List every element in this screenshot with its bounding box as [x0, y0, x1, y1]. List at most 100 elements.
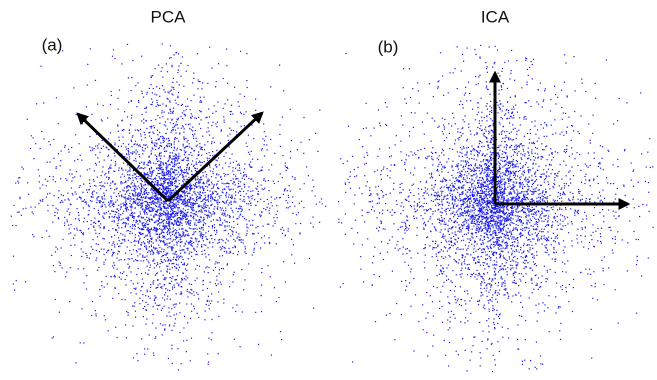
scatter-dot: [227, 204, 229, 206]
scatter-dot: [189, 224, 191, 226]
scatter-dot: [166, 187, 168, 189]
scatter-dot: [589, 139, 591, 141]
scatter-dot: [211, 67, 213, 69]
scatter-dot: [505, 182, 507, 184]
scatter-dot: [543, 265, 545, 267]
scatter-dot: [159, 197, 161, 199]
scatter-dot: [201, 244, 203, 246]
scatter-dot: [118, 216, 120, 218]
scatter-dot: [518, 273, 520, 275]
scatter-dot: [230, 207, 232, 209]
scatter-dot: [171, 158, 173, 160]
scatter-dot: [146, 203, 148, 205]
scatter-dot: [130, 100, 132, 102]
scatter-dot: [150, 167, 153, 169]
scatter-dot: [482, 179, 484, 181]
scatter-dot: [192, 217, 194, 219]
scatter-dot: [477, 261, 480, 263]
scatter-dot: [501, 153, 503, 155]
scatter-dot: [201, 250, 203, 252]
scatter-dot: [126, 207, 128, 209]
scatter-dot: [168, 233, 170, 235]
scatter-dot: [176, 282, 178, 284]
scatter-dot: [208, 130, 210, 132]
scatter-dot: [152, 253, 154, 255]
scatter-dot: [183, 249, 185, 251]
scatter-dot: [566, 126, 568, 128]
scatter-dot: [540, 238, 543, 240]
scatter-dot: [421, 205, 423, 207]
scatter-dot: [190, 283, 193, 286]
scatter-dot: [510, 155, 512, 158]
scatter-dot: [508, 132, 510, 134]
scatter-dot: [172, 211, 174, 213]
scatter-dot: [165, 132, 167, 134]
scatter-dot: [152, 306, 154, 308]
scatter-dot: [473, 248, 475, 250]
scatter-dot: [205, 210, 207, 212]
scatter-dot: [165, 105, 167, 107]
scatter-dot: [165, 216, 167, 218]
scatter-dot: [166, 144, 168, 146]
scatter-dot: [57, 248, 59, 250]
scatter-dot: [449, 209, 451, 211]
scatter-dot: [291, 176, 294, 178]
scatter-dot: [122, 223, 124, 225]
scatter-dot: [173, 215, 175, 218]
scatter-dot: [197, 241, 199, 243]
scatter-dot: [166, 252, 168, 254]
scatter-dot: [229, 111, 231, 113]
scatter-dot: [235, 207, 237, 209]
scatter-dot: [106, 147, 108, 149]
scatter-dot: [164, 201, 166, 203]
scatter-dot: [233, 227, 235, 229]
scatter-dot: [103, 159, 105, 161]
scatter-dot: [168, 311, 170, 313]
scatter-dot: [175, 164, 177, 166]
scatter-dot: [143, 144, 145, 146]
scatter-dot: [159, 104, 161, 106]
scatter-dot: [552, 221, 554, 223]
scatter-dot: [183, 193, 186, 195]
scatter-dot: [182, 208, 184, 210]
scatter-dot: [176, 213, 178, 215]
scatter-dot: [111, 210, 113, 212]
scatter-dot: [626, 270, 628, 272]
scatter-dot: [169, 203, 171, 205]
scatter-dot: [129, 258, 131, 260]
scatter-dot: [242, 242, 244, 244]
scatter-dot: [159, 184, 161, 186]
scatter-dot: [512, 272, 514, 275]
scatter-dot: [361, 193, 363, 195]
scatter-dot: [167, 186, 169, 188]
scatter-dot: [129, 156, 131, 158]
scatter-dot: [75, 114, 77, 116]
scatter-dot: [188, 166, 190, 169]
scatter-dot: [170, 162, 172, 164]
scatter-dot: [155, 204, 157, 206]
scatter-dot: [221, 191, 223, 193]
scatter-dot: [134, 212, 136, 214]
scatter-dot: [228, 221, 231, 224]
scatter-dot: [146, 213, 148, 215]
scatter-dot: [119, 191, 121, 193]
scatter-dot: [137, 255, 139, 257]
scatter-dot: [128, 143, 130, 145]
scatter-dot: [499, 231, 501, 233]
scatter-dot: [74, 176, 76, 178]
scatter-dot: [269, 276, 271, 278]
scatter-dot: [178, 179, 180, 181]
scatter-dot: [168, 156, 170, 158]
scatter-dot: [145, 187, 148, 189]
scatter-dot: [491, 371, 494, 373]
scatter-dot: [179, 148, 181, 151]
scatter-dot: [306, 166, 308, 168]
scatter-dot: [242, 239, 244, 241]
scatter-dot: [76, 227, 78, 229]
scatter-dot: [198, 181, 200, 183]
scatter-dot: [186, 164, 189, 166]
scatter-dot: [303, 183, 305, 185]
scatter-dot: [203, 203, 205, 205]
scatter-dot: [167, 219, 169, 221]
scatter-dot: [202, 229, 204, 231]
